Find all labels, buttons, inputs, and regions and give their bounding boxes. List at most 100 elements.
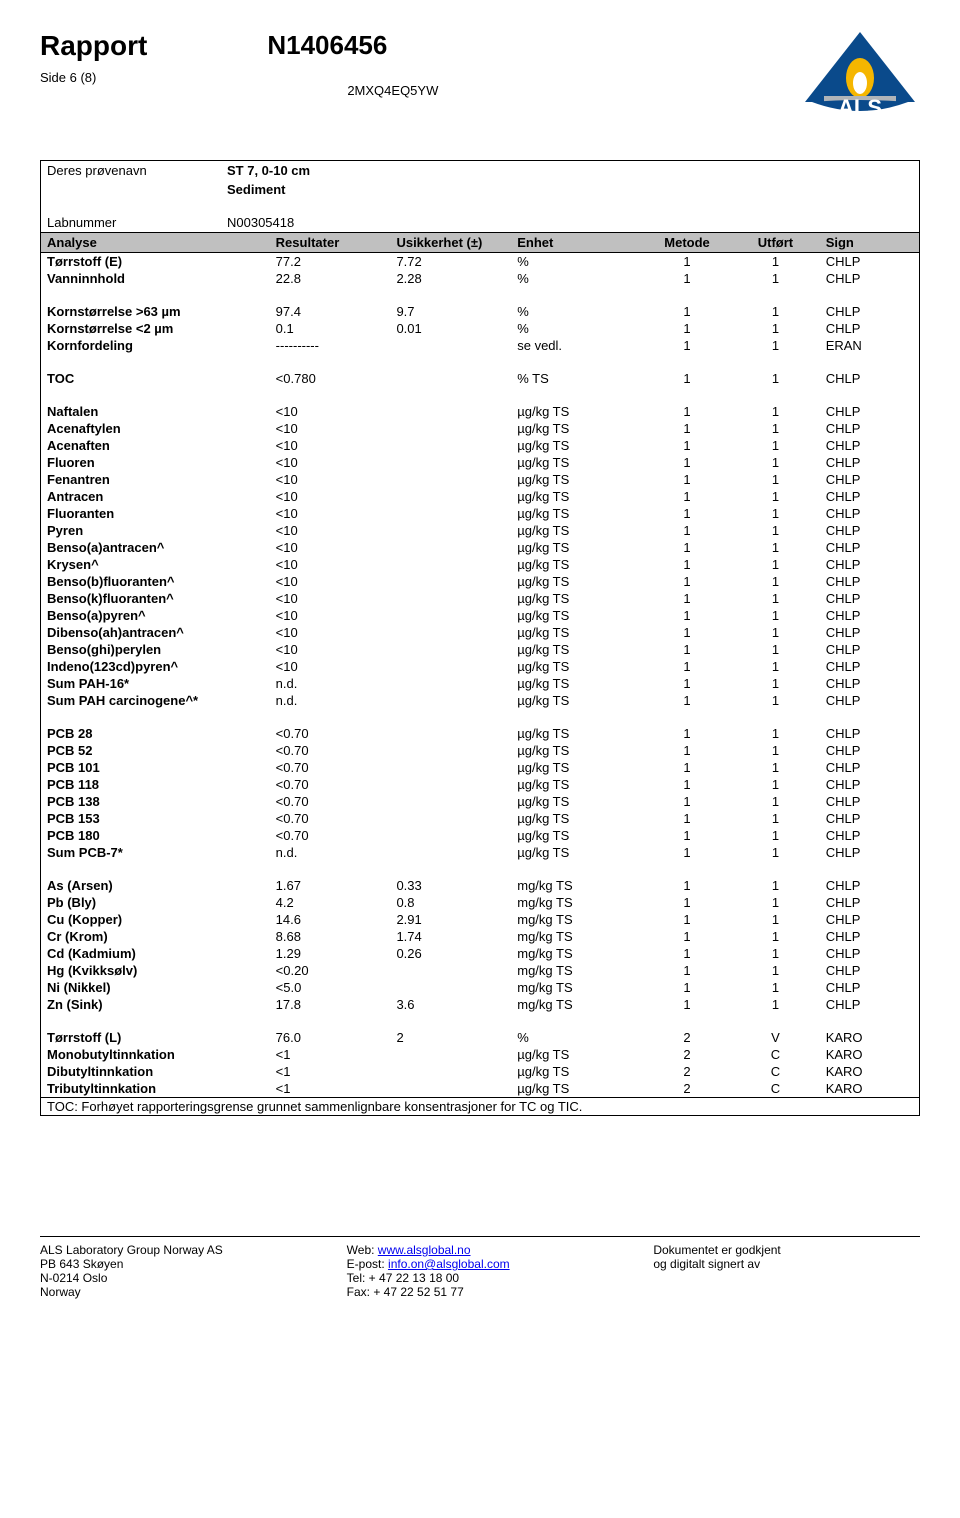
cell-result: <1 xyxy=(270,1080,391,1098)
table-row: PCB 101<0.70µg/kg TS11CHLP xyxy=(41,759,920,776)
table-row: Sum PAH carcinogene^*n.d.µg/kg TS11CHLP xyxy=(41,692,920,709)
table-row: Kornfordeling----------se vedl.11ERAN xyxy=(41,337,920,354)
cell-sign: CHLP xyxy=(820,945,920,962)
table-row: Dibenso(ah)antracen^<10µg/kg TS11CHLP xyxy=(41,624,920,641)
cell-uncert xyxy=(390,962,511,979)
footer-company: ALS Laboratory Group Norway AS xyxy=(40,1243,307,1257)
cell-method: 1 xyxy=(643,844,731,861)
table-header: Analyse Resultater Usikkerhet (±) Enhet … xyxy=(41,233,920,253)
cell-unit: mg/kg TS xyxy=(511,962,643,979)
cell-utfort: 1 xyxy=(731,454,819,471)
footer-email-link[interactable]: info.on@alsglobal.com xyxy=(388,1257,510,1271)
cell-sign: CHLP xyxy=(820,979,920,996)
cell-sign: CHLP xyxy=(820,488,920,505)
cell-sign: CHLP xyxy=(820,522,920,539)
cell-utfort: 1 xyxy=(731,827,819,844)
cell-uncert xyxy=(390,488,511,505)
cell-unit: µg/kg TS xyxy=(511,742,643,759)
cell-method: 1 xyxy=(643,911,731,928)
footer-email: E-post: info.on@alsglobal.com xyxy=(347,1257,614,1271)
cell-sign: CHLP xyxy=(820,320,920,337)
cell-unit: µg/kg TS xyxy=(511,725,643,742)
table-row: Kornstørrelse <2 µm0.10.01%11CHLP xyxy=(41,320,920,337)
cell-utfort: V xyxy=(731,1029,819,1046)
cell-unit: % xyxy=(511,253,643,271)
cell-sign: CHLP xyxy=(820,641,920,658)
cell-unit: µg/kg TS xyxy=(511,692,643,709)
cell-sign: CHLP xyxy=(820,810,920,827)
cell-param: PCB 52 xyxy=(41,742,270,759)
cell-param: PCB 28 xyxy=(41,725,270,742)
spacer-row xyxy=(41,861,920,877)
col-utfort: Utført xyxy=(731,233,819,253)
table-row: PCB 153<0.70µg/kg TS11CHLP xyxy=(41,810,920,827)
cell-utfort: 1 xyxy=(731,877,819,894)
cell-result: 14.6 xyxy=(270,911,391,928)
cell-sign: CHLP xyxy=(820,844,920,861)
cell-method: 1 xyxy=(643,573,731,590)
table-row: Acenaften<10µg/kg TS11CHLP xyxy=(41,437,920,454)
cell-param: PCB 180 xyxy=(41,827,270,844)
cell-param: Antracen xyxy=(41,488,270,505)
cell-result: 4.2 xyxy=(270,894,391,911)
cell-sign: CHLP xyxy=(820,962,920,979)
cell-result: <0.70 xyxy=(270,810,391,827)
cell-unit: µg/kg TS xyxy=(511,556,643,573)
cell-method: 2 xyxy=(643,1029,731,1046)
table-row: Cu (Kopper)14.62.91mg/kg TS11CHLP xyxy=(41,911,920,928)
footer-address2: N-0214 Oslo xyxy=(40,1271,307,1285)
cell-method: 1 xyxy=(643,979,731,996)
cell-utfort: 1 xyxy=(731,437,819,454)
table-row: Fenantren<10µg/kg TS11CHLP xyxy=(41,471,920,488)
cell-utfort: 1 xyxy=(731,303,819,320)
cell-param: Benso(a)antracen^ xyxy=(41,539,270,556)
cell-unit: µg/kg TS xyxy=(511,539,643,556)
cell-sign: CHLP xyxy=(820,877,920,894)
table-row: Dibutyltinnkation<1µg/kg TS2CKARO xyxy=(41,1063,920,1080)
cell-param: TOC xyxy=(41,370,270,387)
table-row: Tørrstoff (E)77.27.72%11CHLP xyxy=(41,253,920,271)
cell-method: 1 xyxy=(643,759,731,776)
cell-uncert xyxy=(390,1080,511,1098)
footer-web-link[interactable]: www.alsglobal.no xyxy=(378,1243,471,1257)
cell-uncert xyxy=(390,675,511,692)
cell-result: <10 xyxy=(270,624,391,641)
col-metode: Metode xyxy=(643,233,731,253)
cell-sign: CHLP xyxy=(820,827,920,844)
cell-method: 1 xyxy=(643,505,731,522)
cell-uncert xyxy=(390,742,511,759)
table-row: Indeno(123cd)pyren^<10µg/kg TS11CHLP xyxy=(41,658,920,675)
cell-utfort: 1 xyxy=(731,793,819,810)
cell-method: 1 xyxy=(643,253,731,271)
cell-method: 1 xyxy=(643,303,731,320)
cell-sign: CHLP xyxy=(820,253,920,271)
cell-sign: CHLP xyxy=(820,776,920,793)
cell-result: <10 xyxy=(270,658,391,675)
table-row: Antracen<10µg/kg TS11CHLP xyxy=(41,488,920,505)
cell-unit: se vedl. xyxy=(511,337,643,354)
cell-utfort: 1 xyxy=(731,996,819,1013)
cell-uncert xyxy=(390,793,511,810)
cell-method: 1 xyxy=(643,641,731,658)
cell-unit: µg/kg TS xyxy=(511,658,643,675)
footer-col-company: ALS Laboratory Group Norway AS PB 643 Sk… xyxy=(40,1243,307,1299)
meta-sample-name: Deres prøvenavn ST 7, 0-10 cm xyxy=(41,161,919,180)
cell-unit: µg/kg TS xyxy=(511,454,643,471)
cell-param: Cr (Krom) xyxy=(41,928,270,945)
report-number: N1406456 xyxy=(267,30,800,61)
cell-uncert xyxy=(390,370,511,387)
cell-result: <0.70 xyxy=(270,759,391,776)
footer-web: Web: www.alsglobal.no xyxy=(347,1243,614,1257)
cell-sign: CHLP xyxy=(820,894,920,911)
spacer-row xyxy=(41,1013,920,1029)
cell-utfort: 1 xyxy=(731,370,819,387)
cell-unit: µg/kg TS xyxy=(511,827,643,844)
table-row: Fluoren<10µg/kg TS11CHLP xyxy=(41,454,920,471)
cell-uncert xyxy=(390,692,511,709)
cell-uncert xyxy=(390,337,511,354)
cell-utfort: 1 xyxy=(731,810,819,827)
cell-param: Sum PCB-7* xyxy=(41,844,270,861)
cell-result: 76.0 xyxy=(270,1029,391,1046)
cell-utfort: 1 xyxy=(731,505,819,522)
cell-method: 2 xyxy=(643,1080,731,1098)
